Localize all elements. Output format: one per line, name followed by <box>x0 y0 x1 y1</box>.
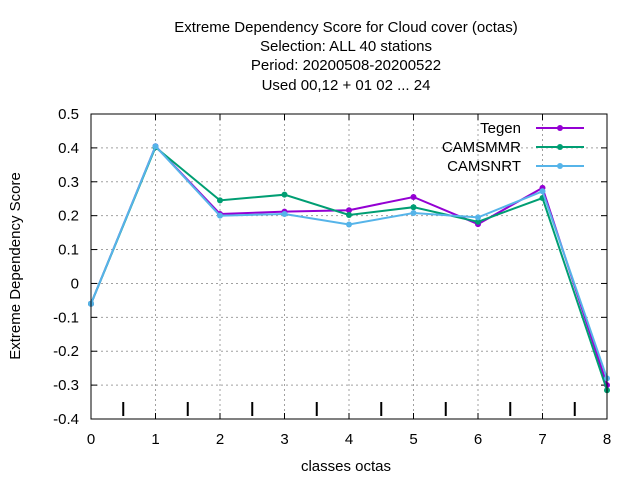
data-point <box>217 197 223 204</box>
y-axis-label: Extreme Dependency Score <box>7 172 24 360</box>
x-axis: 0 1 2 3 4 5 6 7 8 <box>87 114 611 448</box>
title-line-4: Used 00,12 + 01 02 ... 24 <box>262 77 431 94</box>
x-tick-label: 4 <box>345 431 353 448</box>
x-tick-label: 8 <box>603 431 611 448</box>
data-point <box>152 143 159 150</box>
x-axis-label: classes octas <box>301 458 391 475</box>
x-tick-label: 5 <box>409 431 417 448</box>
data-point <box>217 212 223 219</box>
y-tick-label: 0.2 <box>58 208 79 225</box>
legend-marker <box>557 163 563 169</box>
legend-marker <box>557 125 563 131</box>
title-line-1: Extreme Dependency Score for Cloud cover… <box>174 19 517 36</box>
data-point <box>410 204 417 211</box>
data-point <box>281 191 288 198</box>
x-tick-label: 3 <box>280 431 288 448</box>
x-tick-label: 2 <box>216 431 224 448</box>
data-point <box>346 211 352 218</box>
chart-title: Extreme Dependency Score for Cloud cover… <box>174 19 517 94</box>
legend-label: CAMSNRT <box>447 158 521 175</box>
data-point <box>539 188 546 195</box>
legend-marker <box>557 144 563 150</box>
y-tick-label: 0 <box>71 275 79 292</box>
x-tick-label: 1 <box>151 431 159 448</box>
y-axis: -0.4 -0.3 -0.2 -0.1 0 0.1 0.2 0.3 0.4 0.5 <box>53 106 607 428</box>
x-tick-label: 7 <box>538 431 546 448</box>
data-point <box>475 214 481 221</box>
legend-label: Tegen <box>480 120 521 137</box>
legend: Tegen CAMSMMR CAMSNRT <box>442 120 584 175</box>
y-tick-label: 0.3 <box>58 174 79 191</box>
title-line-3: Period: 20200508-20200522 <box>251 57 441 74</box>
series-line <box>90 144 608 379</box>
data-point <box>410 209 417 216</box>
data-point <box>475 218 481 225</box>
y-tick-label: 0.4 <box>58 140 79 157</box>
y-tick-label: -0.3 <box>53 377 79 394</box>
data-point <box>281 210 288 217</box>
y-tick-label: 0.5 <box>58 106 79 123</box>
series-line <box>90 145 608 391</box>
x-tick-label: 6 <box>474 431 482 448</box>
plot-frame <box>90 113 608 420</box>
data-point <box>410 194 417 201</box>
title-line-2: Selection: ALL 40 stations <box>260 38 432 55</box>
x-tick-label: 0 <box>87 431 95 448</box>
y-tick-label: -0.2 <box>53 343 79 360</box>
y-tick-label: -0.1 <box>53 309 79 326</box>
data-point <box>346 207 352 214</box>
grid <box>91 114 607 419</box>
y-tick-label: 0.1 <box>58 242 79 259</box>
legend-label: CAMSMMR <box>442 139 521 156</box>
data-point <box>346 221 352 228</box>
y-tick-label: -0.4 <box>53 411 79 428</box>
